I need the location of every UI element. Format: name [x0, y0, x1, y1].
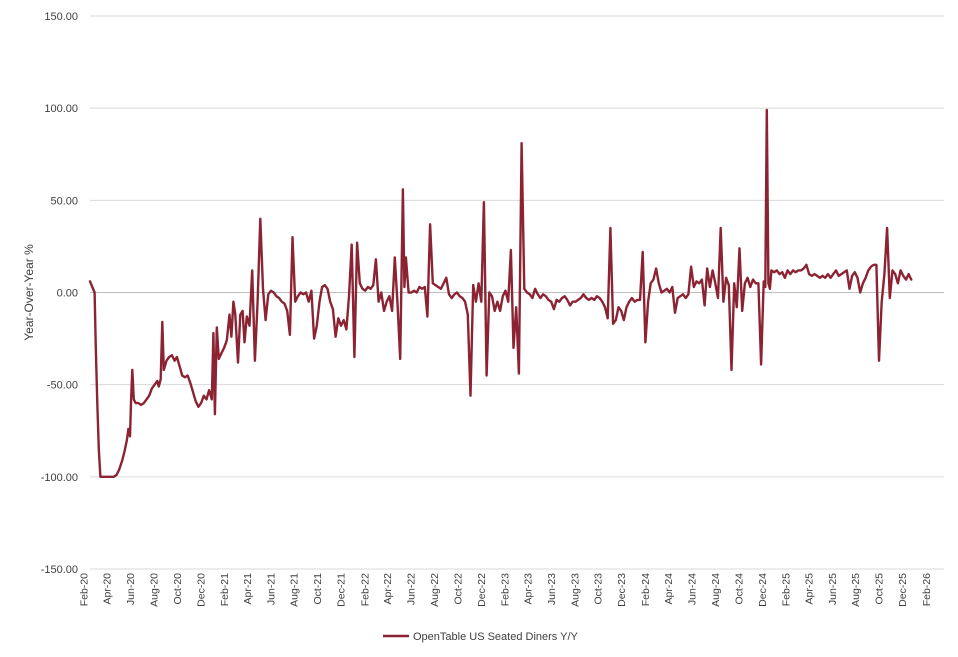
x-tick-label: Feb-26: [921, 573, 933, 606]
x-tick-label: Jun-20: [125, 573, 137, 605]
x-tick-label: Dec-20: [195, 573, 207, 607]
x-tick-label: Feb-24: [640, 573, 652, 606]
y-tick-label: 150.00: [44, 11, 78, 23]
x-axis-tick-labels: Feb-20 Apr-20 Jun-20 Aug-20 Oct-20 Dec-20 Feb-…: [78, 573, 932, 607]
x-tick-label: Apr-23: [522, 573, 534, 605]
legend: OpenTable US Seated Diners Y/Y: [383, 631, 579, 643]
x-tick-label: Feb-21: [219, 573, 231, 606]
x-tick-label: Oct-22: [452, 573, 464, 605]
x-tick-label: Apr-22: [382, 573, 394, 605]
x-tick-label: Feb-25: [781, 573, 793, 606]
x-tick-label: Dec-24: [757, 573, 769, 607]
x-tick-label: Oct-25: [874, 573, 886, 605]
y-tick-label: 100.00: [44, 103, 78, 115]
y-axis-tick-labels: 150.00 100.00 50.00 0.00 -50.00 -100.00 -150.0…: [41, 11, 78, 576]
series-line: [88, 108, 913, 478]
x-tick-label: Feb-23: [500, 573, 512, 606]
x-tick-label: Apr-24: [663, 573, 675, 605]
x-tick-label: Oct-24: [733, 573, 745, 605]
x-tick-label: Jun-23: [546, 573, 558, 605]
x-tick-label: Jun-24: [686, 573, 698, 605]
series-group: [88, 108, 913, 478]
x-tick-label: Aug-23: [569, 573, 581, 607]
x-tick-label: Dec-23: [616, 573, 628, 607]
x-tick-label: Jun-22: [406, 573, 418, 605]
x-tick-label: Apr-20: [102, 573, 114, 605]
legend-label: OpenTable US Seated Diners Y/Y: [413, 631, 579, 643]
x-tick-label: Aug-20: [148, 573, 160, 607]
x-tick-label: Apr-21: [242, 573, 254, 605]
x-tick-label: Aug-24: [710, 573, 722, 607]
x-tick-label: Aug-22: [429, 573, 441, 607]
x-tick-label: Aug-21: [289, 573, 301, 607]
x-tick-label: Dec-22: [476, 573, 488, 607]
x-tick-label: Oct-21: [312, 573, 324, 605]
x-tick-label: Dec-21: [336, 573, 348, 607]
x-tick-label: Dec-25: [897, 573, 909, 607]
x-tick-label: Feb-22: [359, 573, 371, 606]
y-axis-title: Year-Over-Year %: [22, 244, 36, 341]
x-tick-label: Oct-23: [593, 573, 605, 605]
y-tick-label: -100.00: [41, 472, 78, 484]
x-tick-label: Jun-21: [265, 573, 277, 605]
x-tick-label: Jun-25: [827, 573, 839, 605]
y-tick-label: 0.00: [57, 288, 78, 300]
y-tick-label: -150.00: [41, 564, 78, 576]
y-tick-label: 50.00: [50, 195, 78, 207]
x-tick-label: Apr-25: [803, 573, 815, 605]
x-tick-label: Oct-20: [172, 573, 184, 605]
y-tick-label: -50.00: [47, 380, 78, 392]
x-tick-label: Aug-25: [850, 573, 862, 607]
x-tick-label: Feb-20: [78, 573, 90, 606]
